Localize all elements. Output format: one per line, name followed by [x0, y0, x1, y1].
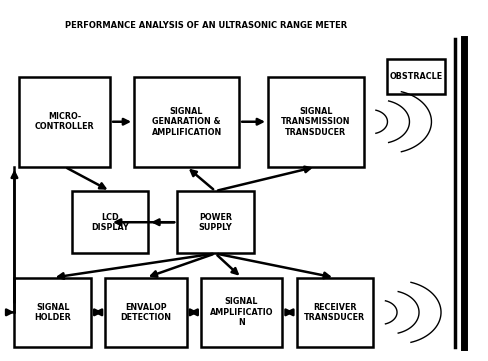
Text: PERFORMANCE ANALYSIS OF AN ULTRASONIC RANGE METER: PERFORMANCE ANALYSIS OF AN ULTRASONIC RA…: [64, 21, 347, 30]
Bar: [19, 77, 110, 167]
Text: OBSTRACLE: OBSTRACLE: [389, 72, 443, 81]
Bar: [105, 278, 186, 347]
Text: SIGNAL
AMPLIFICATIO
N: SIGNAL AMPLIFICATIO N: [210, 297, 273, 327]
Bar: [15, 278, 91, 347]
Text: SIGNAL
GENARATION &
AMPLIFICATION: SIGNAL GENARATION & AMPLIFICATION: [151, 107, 222, 136]
Bar: [177, 191, 254, 253]
Text: MICRO-
CONTROLLER: MICRO- CONTROLLER: [35, 112, 95, 131]
Bar: [134, 77, 239, 167]
Text: RECEIVER
TRANSDUCER: RECEIVER TRANSDUCER: [305, 303, 366, 322]
Text: ENVALOP
DETECTION: ENVALOP DETECTION: [121, 303, 171, 322]
Text: LCD
DISPLAY: LCD DISPLAY: [91, 213, 129, 232]
Bar: [387, 59, 445, 94]
Text: POWER
SUPPLY: POWER SUPPLY: [199, 213, 232, 232]
Bar: [201, 278, 282, 347]
Text: SIGNAL
HOLDER: SIGNAL HOLDER: [34, 303, 71, 322]
Bar: [268, 77, 364, 167]
Bar: [72, 191, 148, 253]
Bar: [297, 278, 373, 347]
Text: SIGNAL
TRANSMISSION
TRANSDUCER: SIGNAL TRANSMISSION TRANSDUCER: [281, 107, 350, 136]
